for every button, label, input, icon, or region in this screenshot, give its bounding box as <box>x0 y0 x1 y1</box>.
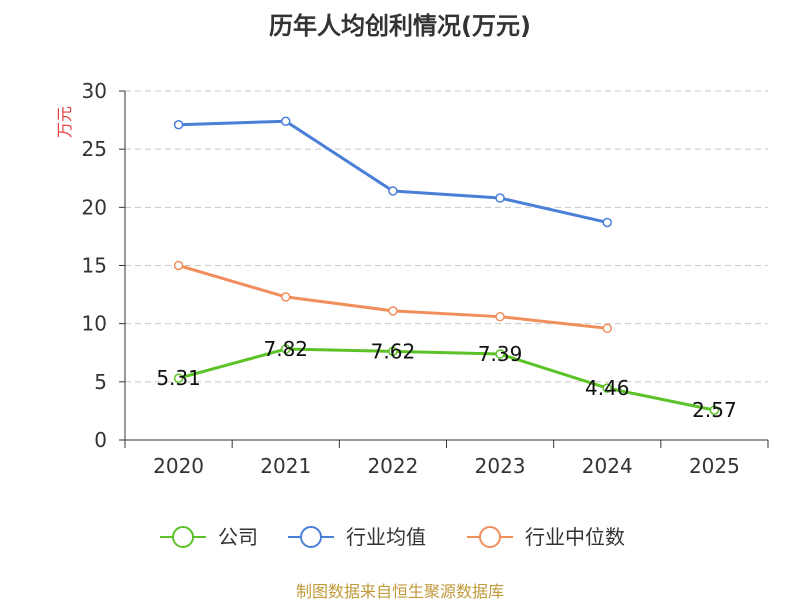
x-tick-label: 2022 <box>367 454 418 478</box>
y-tick-label: 0 <box>94 428 107 452</box>
data-point <box>388 346 398 357</box>
legend-marker <box>479 526 501 548</box>
x-tick-label: 2020 <box>153 454 204 478</box>
legend-label: 公司 <box>218 525 258 549</box>
y-tick-label: 25 <box>82 137 107 161</box>
series-line-2 <box>178 264 608 330</box>
y-tick-label: 10 <box>82 312 107 336</box>
chart-title: 历年人均创利情况(万元) <box>269 12 531 40</box>
y-axis-label: 万元 <box>55 106 74 138</box>
x-tick-label: 2025 <box>689 454 740 478</box>
data-labels: 5.31 7.82 7.62 7.39 4.46 2.57 <box>156 337 736 422</box>
source-note: 制图数据来自恒生聚源数据库 <box>295 582 504 601</box>
data-point <box>709 405 720 415</box>
series-line-0 <box>178 347 715 412</box>
x-tick-label: 2024 <box>582 454 633 478</box>
data-label: 2.57 <box>692 398 737 422</box>
data-point <box>388 186 398 196</box>
legend[interactable]: 公司 行业均值 行业中位数 <box>160 525 625 549</box>
data-point <box>281 116 291 126</box>
data-point <box>173 373 184 383</box>
series-group <box>173 116 720 415</box>
data-point <box>281 292 291 302</box>
data-label: 5.31 <box>156 366 201 390</box>
data-point <box>495 349 505 359</box>
data-point <box>495 311 505 322</box>
data-point <box>495 193 505 203</box>
y-tick-label: 20 <box>82 195 107 219</box>
data-label: 7.62 <box>371 339 416 363</box>
x-tick-label: 2021 <box>260 454 311 478</box>
data-point <box>173 119 184 130</box>
data-point <box>602 383 612 393</box>
y-tick-label: 30 <box>82 79 107 103</box>
data-label: 4.46 <box>585 376 630 400</box>
data-label: 7.82 <box>263 337 308 361</box>
data-point <box>173 260 184 271</box>
legend-marker <box>300 526 322 548</box>
data-point <box>602 323 612 334</box>
axes <box>119 90 769 448</box>
data-label: 7.39 <box>478 342 523 366</box>
data-point <box>602 217 612 228</box>
data-point <box>281 344 291 354</box>
legend-label: 行业均值 <box>346 525 426 549</box>
y-tick-label: 5 <box>94 370 107 394</box>
grid-lines <box>125 90 768 383</box>
legend-marker <box>172 526 194 548</box>
legend-label: 行业中位数 <box>525 525 625 549</box>
y-tick-label: 15 <box>82 254 107 278</box>
data-point <box>388 306 398 316</box>
series-line-1 <box>178 119 608 224</box>
x-tick-label: 2023 <box>475 454 526 478</box>
